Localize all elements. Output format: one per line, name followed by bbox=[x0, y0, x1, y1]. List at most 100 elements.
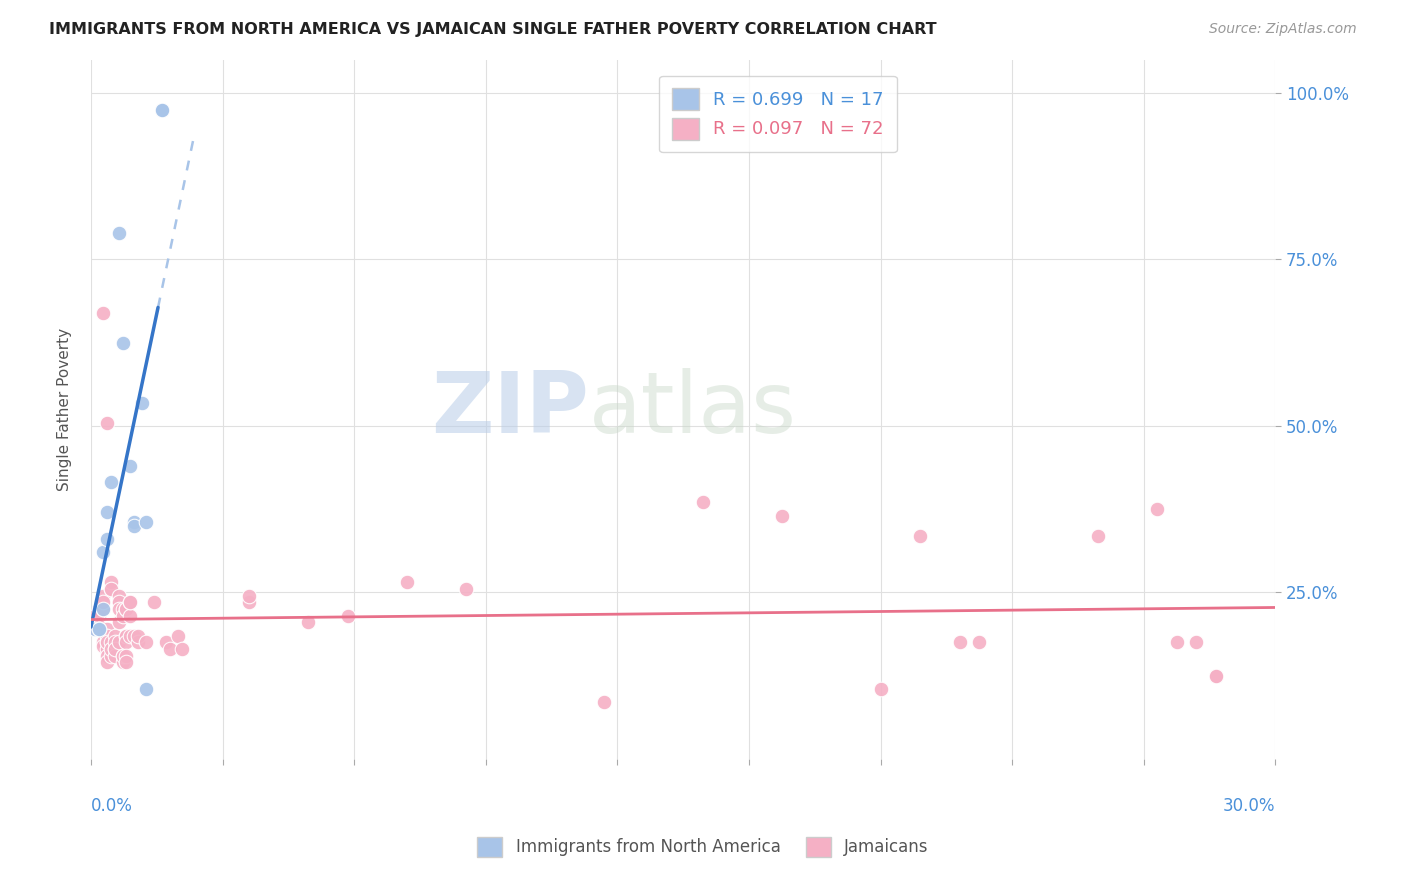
Point bbox=[96, 416, 118, 430]
Point bbox=[115, 629, 138, 643]
Point bbox=[120, 458, 142, 473]
Point bbox=[87, 605, 110, 619]
Point bbox=[100, 641, 122, 656]
Point bbox=[115, 602, 138, 616]
Point bbox=[111, 655, 134, 669]
Point bbox=[770, 508, 793, 523]
Point bbox=[104, 648, 127, 663]
Point bbox=[91, 595, 114, 609]
Text: atlas: atlas bbox=[588, 368, 796, 450]
Point bbox=[107, 602, 129, 616]
Point bbox=[100, 635, 122, 649]
Point bbox=[127, 635, 149, 649]
Point bbox=[297, 615, 319, 630]
Point bbox=[100, 582, 122, 596]
Point bbox=[107, 635, 129, 649]
Point bbox=[115, 602, 138, 616]
Text: IMMIGRANTS FROM NORTH AMERICA VS JAMAICAN SINGLE FATHER POVERTY CORRELATION CHAR: IMMIGRANTS FROM NORTH AMERICA VS JAMAICA… bbox=[49, 22, 936, 37]
Legend: Immigrants from North America, Jamaicans: Immigrants from North America, Jamaicans bbox=[464, 823, 942, 871]
Point bbox=[111, 648, 134, 663]
Point bbox=[87, 602, 110, 616]
Point bbox=[91, 635, 114, 649]
Point bbox=[87, 622, 110, 636]
Point bbox=[87, 622, 110, 636]
Point bbox=[100, 582, 122, 596]
Text: ZIP: ZIP bbox=[430, 368, 588, 450]
Point bbox=[120, 608, 142, 623]
Point bbox=[908, 529, 931, 543]
Text: Source: ZipAtlas.com: Source: ZipAtlas.com bbox=[1209, 22, 1357, 37]
Point bbox=[238, 595, 260, 609]
Point bbox=[104, 641, 127, 656]
Point bbox=[131, 395, 153, 409]
Point bbox=[107, 595, 129, 609]
Point bbox=[87, 608, 110, 623]
Point bbox=[96, 641, 118, 656]
Point bbox=[1087, 529, 1109, 543]
Point bbox=[111, 648, 134, 663]
Point bbox=[1205, 668, 1227, 682]
Point bbox=[1146, 502, 1168, 516]
Point bbox=[115, 629, 138, 643]
Point bbox=[104, 629, 127, 643]
Point bbox=[593, 695, 616, 709]
Point bbox=[155, 635, 177, 649]
Point bbox=[100, 648, 122, 663]
Point bbox=[120, 595, 142, 609]
Point bbox=[150, 103, 173, 117]
Point bbox=[96, 655, 118, 669]
Point bbox=[170, 641, 193, 656]
Point bbox=[135, 516, 157, 530]
Point bbox=[96, 532, 118, 546]
Point bbox=[87, 622, 110, 636]
Point bbox=[395, 575, 418, 590]
Point bbox=[143, 595, 166, 609]
Text: 30.0%: 30.0% bbox=[1223, 797, 1275, 815]
Point bbox=[238, 589, 260, 603]
Point bbox=[124, 629, 146, 643]
Point bbox=[135, 635, 157, 649]
Point bbox=[91, 602, 114, 616]
Point bbox=[107, 589, 129, 603]
Point bbox=[115, 655, 138, 669]
Point bbox=[83, 608, 105, 623]
Point bbox=[159, 641, 181, 656]
Legend: R = 0.699   N = 17, R = 0.097   N = 72: R = 0.699 N = 17, R = 0.097 N = 72 bbox=[659, 76, 897, 153]
Point bbox=[83, 615, 105, 630]
Point bbox=[83, 622, 105, 636]
Point bbox=[96, 629, 118, 643]
Point bbox=[100, 475, 122, 490]
Point bbox=[107, 226, 129, 240]
Point bbox=[115, 648, 138, 663]
Point bbox=[111, 608, 134, 623]
Point bbox=[96, 648, 118, 663]
Point bbox=[336, 608, 359, 623]
Point bbox=[948, 635, 970, 649]
Point bbox=[111, 335, 134, 350]
Point bbox=[124, 518, 146, 533]
Point bbox=[166, 629, 188, 643]
Point bbox=[91, 602, 114, 616]
Point bbox=[96, 622, 118, 636]
Point bbox=[104, 635, 127, 649]
Text: 0.0%: 0.0% bbox=[91, 797, 132, 815]
Point bbox=[120, 595, 142, 609]
Point bbox=[1205, 668, 1227, 682]
Point bbox=[135, 681, 157, 696]
Point bbox=[96, 505, 118, 519]
Point bbox=[1166, 635, 1188, 649]
Point bbox=[91, 639, 114, 653]
Point bbox=[111, 602, 134, 616]
Point bbox=[87, 618, 110, 632]
Point bbox=[1185, 635, 1208, 649]
Point bbox=[107, 595, 129, 609]
Point bbox=[96, 635, 118, 649]
Point bbox=[127, 629, 149, 643]
Point bbox=[96, 635, 118, 649]
Point bbox=[869, 681, 891, 696]
Point bbox=[91, 589, 114, 603]
Y-axis label: Single Father Poverty: Single Father Poverty bbox=[58, 327, 72, 491]
Point bbox=[104, 641, 127, 656]
Point bbox=[91, 545, 114, 559]
Point bbox=[969, 635, 991, 649]
